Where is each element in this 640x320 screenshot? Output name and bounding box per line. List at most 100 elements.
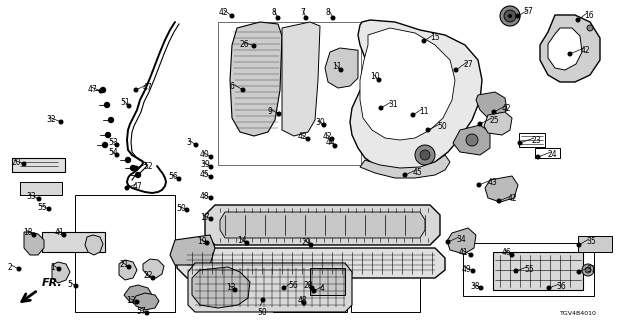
Circle shape: [230, 14, 234, 18]
Text: 51: 51: [120, 98, 130, 107]
Circle shape: [426, 128, 430, 132]
Circle shape: [518, 141, 522, 145]
Circle shape: [60, 120, 63, 124]
Text: 23: 23: [531, 136, 541, 145]
Circle shape: [310, 286, 314, 290]
Circle shape: [420, 150, 430, 160]
Bar: [351, 263, 420, 312]
Polygon shape: [540, 15, 600, 82]
Text: 42: 42: [581, 46, 591, 55]
Circle shape: [209, 155, 212, 159]
Polygon shape: [24, 232, 44, 255]
Circle shape: [102, 142, 108, 148]
Text: 45: 45: [413, 168, 423, 177]
Text: 5: 5: [67, 280, 72, 289]
Circle shape: [504, 10, 516, 22]
Circle shape: [568, 52, 572, 56]
Text: TGV4B4010: TGV4B4010: [560, 311, 597, 316]
Circle shape: [241, 88, 245, 92]
Circle shape: [282, 286, 286, 290]
Circle shape: [576, 18, 580, 22]
Circle shape: [125, 186, 129, 190]
Circle shape: [104, 102, 109, 108]
Text: 53: 53: [108, 138, 118, 147]
Circle shape: [106, 132, 111, 138]
Polygon shape: [188, 263, 352, 312]
Text: 43: 43: [488, 178, 498, 187]
Polygon shape: [133, 293, 159, 310]
Text: 45: 45: [200, 170, 210, 179]
Text: 6: 6: [230, 82, 235, 91]
Text: 50: 50: [437, 122, 447, 131]
Text: 50: 50: [176, 204, 186, 213]
Text: 10: 10: [370, 72, 380, 81]
Bar: [42, 232, 105, 252]
Circle shape: [304, 16, 308, 20]
Circle shape: [74, 284, 78, 288]
Circle shape: [471, 269, 475, 273]
Circle shape: [127, 265, 131, 269]
Polygon shape: [220, 212, 425, 238]
Text: 48: 48: [298, 296, 308, 305]
Circle shape: [22, 162, 26, 166]
Text: 32: 32: [46, 115, 56, 124]
Text: 7: 7: [300, 8, 305, 17]
Text: 19: 19: [197, 237, 207, 246]
Text: 1: 1: [50, 263, 55, 272]
Circle shape: [37, 197, 41, 201]
Bar: [310, 268, 345, 295]
Bar: [578, 236, 612, 252]
Circle shape: [403, 173, 407, 177]
Polygon shape: [170, 235, 215, 265]
Polygon shape: [548, 28, 582, 70]
Text: 34: 34: [456, 235, 466, 244]
Circle shape: [454, 68, 458, 72]
Text: 42: 42: [298, 132, 308, 141]
Circle shape: [62, 233, 66, 237]
Circle shape: [516, 14, 520, 18]
Bar: [493, 252, 583, 290]
Text: 12: 12: [126, 296, 136, 305]
Circle shape: [99, 89, 103, 93]
Polygon shape: [360, 155, 450, 178]
Text: 25: 25: [489, 116, 499, 125]
Bar: [75, 195, 175, 312]
Text: 42: 42: [502, 104, 511, 113]
Circle shape: [115, 143, 119, 147]
Polygon shape: [476, 92, 507, 118]
Polygon shape: [119, 260, 137, 280]
Circle shape: [577, 270, 581, 274]
Polygon shape: [230, 22, 282, 136]
Text: 22: 22: [143, 271, 152, 280]
Text: 40: 40: [200, 150, 210, 159]
Text: 57: 57: [523, 7, 532, 16]
Circle shape: [497, 199, 501, 203]
Circle shape: [194, 143, 198, 147]
Circle shape: [508, 14, 512, 18]
Circle shape: [492, 110, 496, 114]
Text: 44: 44: [326, 138, 336, 147]
Text: 47: 47: [143, 83, 153, 92]
Polygon shape: [143, 259, 164, 278]
Text: 42: 42: [323, 132, 333, 141]
Text: 27: 27: [464, 60, 474, 69]
Circle shape: [339, 68, 343, 72]
Bar: [519, 133, 545, 147]
Text: 15: 15: [430, 33, 440, 42]
Polygon shape: [484, 112, 512, 135]
Text: 49: 49: [462, 265, 472, 274]
Text: 41: 41: [55, 228, 65, 237]
Circle shape: [127, 104, 131, 108]
Polygon shape: [453, 125, 490, 155]
Text: 4: 4: [320, 284, 325, 293]
Polygon shape: [205, 205, 440, 245]
Circle shape: [514, 269, 518, 273]
Polygon shape: [177, 248, 445, 278]
Polygon shape: [447, 228, 476, 254]
Circle shape: [309, 243, 313, 247]
Polygon shape: [350, 20, 482, 172]
Circle shape: [479, 286, 483, 290]
Text: 57: 57: [136, 307, 146, 316]
Text: 11: 11: [419, 107, 429, 116]
Circle shape: [134, 88, 138, 92]
